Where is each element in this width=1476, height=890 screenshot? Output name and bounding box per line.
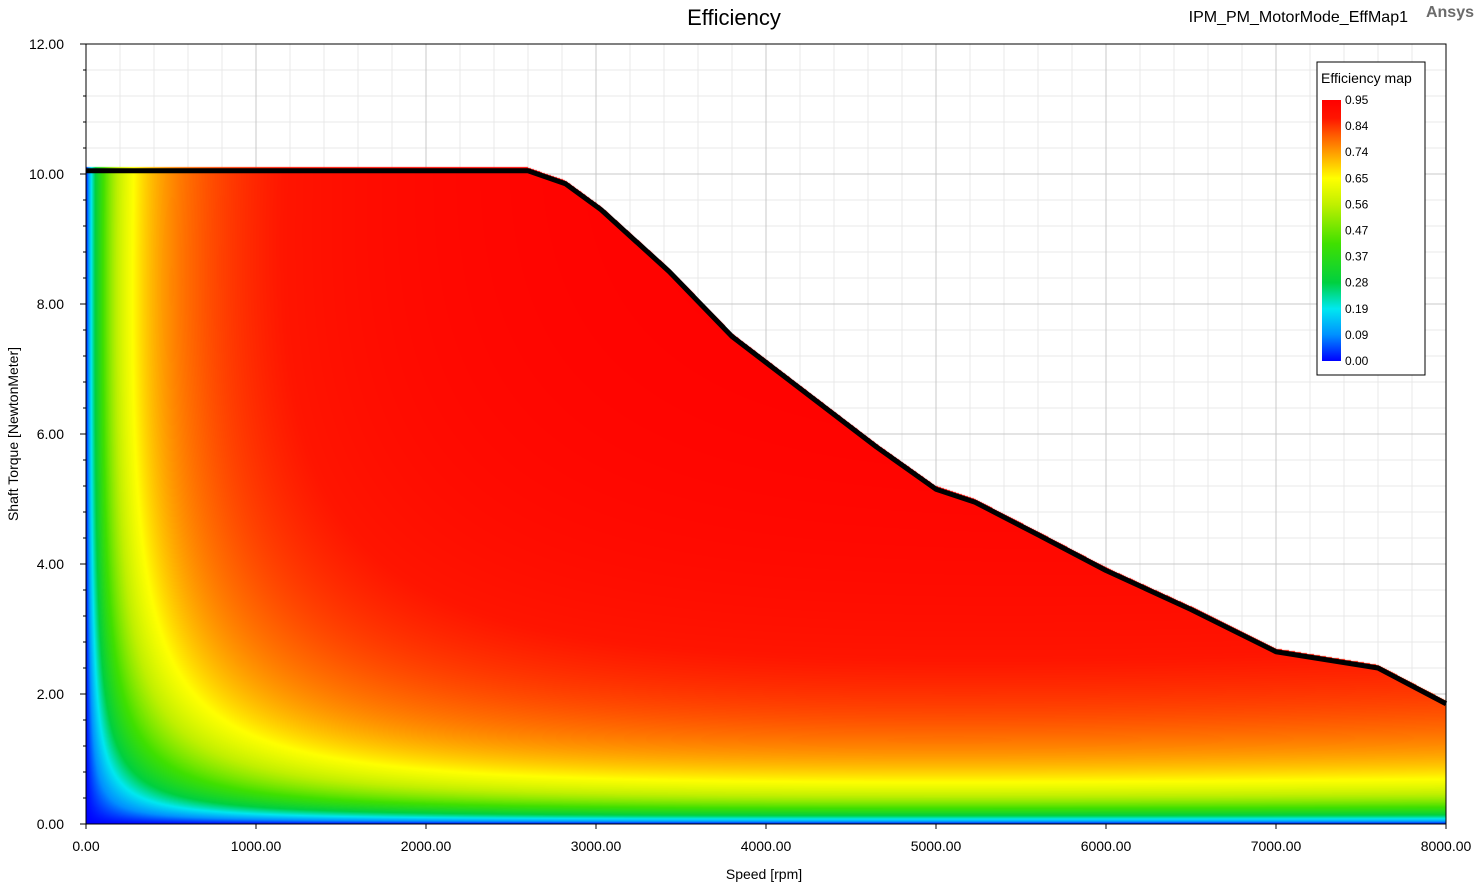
x-tick-label: 8000.00 [1421, 838, 1472, 854]
y-tick-label: 4.00 [37, 556, 64, 572]
legend-tick-label: 0.47 [1345, 224, 1369, 238]
x-tick-label: 4000.00 [741, 838, 792, 854]
legend-tick-label: 0.28 [1345, 276, 1369, 290]
legend-tick-label: 0.37 [1345, 250, 1369, 264]
legend-ticks: 0.95 0.84 0.74 0.65 0.56 0.47 0.37 0.28 0.19 0.09… [1345, 93, 1369, 368]
legend: Efficiency map 0.950.840.740.650.560.470… [1316, 61, 1426, 376]
x-tick-label: 5000.00 [911, 838, 962, 854]
legend-tick-label: 0.95 [1345, 93, 1369, 107]
y-axis-label: Shaft Torque [NewtonMeter] [5, 347, 21, 521]
y-tick-label: 12.00 [29, 36, 64, 52]
legend-tick-label: 0.00 [1345, 354, 1369, 368]
x-tick-label: 1000.00 [231, 838, 282, 854]
legend-tick-label: 0.09 [1345, 328, 1369, 342]
x-tick-label: 6000.00 [1081, 838, 1132, 854]
x-axis-ticks: 0.00 1000.00 2000.00 3000.00 4000.00 5000.00 6… [72, 824, 1472, 854]
design-name: IPM_PM_MotorMode_EffMap1 [1189, 9, 1408, 26]
x-tick-label: 2000.00 [401, 838, 452, 854]
x-tick-label: 0.00 [72, 838, 99, 854]
x-tick-label: 7000.00 [1251, 838, 1302, 854]
torque-speed-envelope [86, 168, 1448, 706]
legend-tick-label: 0.74 [1345, 145, 1369, 159]
y-tick-label: 2.00 [37, 686, 64, 702]
y-tick-label: 6.00 [37, 426, 64, 442]
legend-tick-label: 0.19 [1345, 302, 1369, 316]
y-axis-ticks: 0.00 2.00 4.00 6.00 8.00 10.00 12.00 [29, 36, 86, 832]
x-axis-label: Speed [rpm] [726, 866, 802, 882]
brand-logo: Ansys [1426, 4, 1474, 21]
legend-title: Efficiency map [1321, 70, 1412, 86]
y-tick-label: 0.00 [37, 816, 64, 832]
legend-colorbar [1322, 100, 1341, 361]
heatmap-image [86, 44, 1446, 824]
legend-tick-label: 0.65 [1345, 171, 1369, 185]
efficiency-heatmap [86, 44, 1446, 824]
chart-title: Efficiency [687, 5, 781, 30]
y-tick-label: 10.00 [29, 166, 64, 182]
y-tick-label: 8.00 [37, 296, 64, 312]
legend-tick-label: 0.56 [1345, 197, 1369, 211]
legend-tick-label: 0.84 [1345, 119, 1369, 133]
x-tick-label: 3000.00 [571, 838, 622, 854]
